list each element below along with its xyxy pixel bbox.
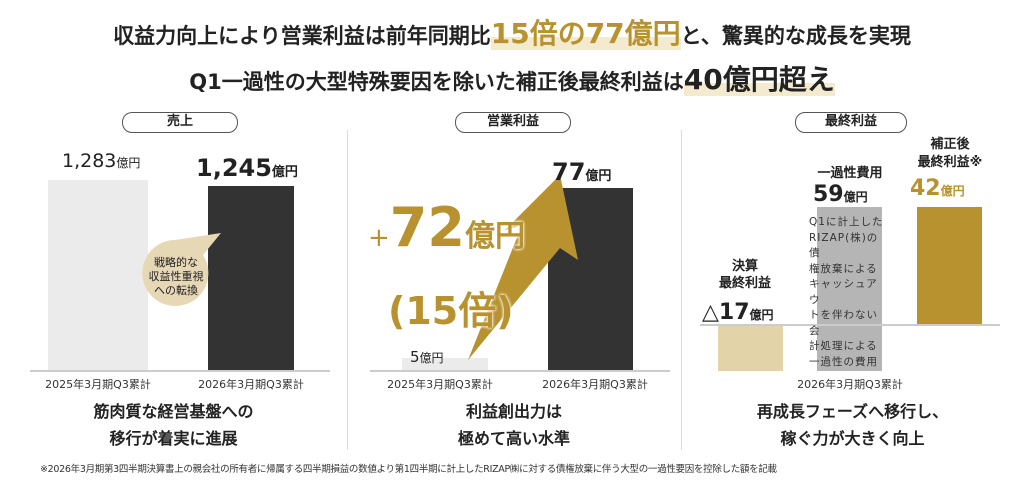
value-label-net-adjusted: 42億円 [910, 176, 965, 201]
x-axis [30, 370, 330, 372]
value-label-net-reported: △17億円 [702, 300, 774, 325]
value-label-sales-2025: 1,283億円 [62, 150, 141, 172]
x-tick-label: 2026年3月期Q3累計 [797, 378, 903, 391]
divider [681, 130, 682, 450]
value-label-op-2026: 77億円 [552, 158, 612, 186]
x-axis [700, 324, 1000, 326]
bar-one-time-cost [817, 207, 882, 372]
op-profit-title: 営業利益 [455, 112, 571, 133]
bar-net-reported [718, 324, 783, 372]
increase-annotation: +72億円 [368, 196, 525, 259]
multiple-annotation: (15倍) [388, 289, 514, 333]
x-axis [370, 370, 670, 372]
value-label-op-2025: 5億円 [410, 348, 444, 366]
net-profit-caption: 再成長フェーズへ移行し、 稼ぐ力が大きく向上 [756, 402, 949, 448]
sales-caption: 筋肉質な経営基盤への 移行が着実に進展 [93, 402, 254, 448]
x-tick-label: 2026年3月期Q3累計 [542, 378, 648, 391]
value-label-sales-2026: 1,245億円 [196, 154, 298, 182]
net-profit-title: 最終利益 [795, 112, 907, 133]
label-one-time-cost: 一過性費用 [817, 166, 883, 181]
bar-op-2025 [402, 358, 488, 370]
headline-line2: Q1一過性の大型特殊要因を除いた補正後最終利益は40億円超え [0, 58, 1024, 98]
label-net-adjusted: 補正後 最終利益※ [917, 137, 983, 170]
headline-text: Q1一過性の大型特殊要因を除いた補正後最終利益は [189, 70, 684, 94]
bar-sales-2026 [208, 185, 294, 370]
headline-text: と、驚異的な成長を実現 [680, 24, 911, 48]
headline-line1: 収益力向上により営業利益は前年同期比15倍の77億円と、驚異的な成長を実現 [0, 12, 1024, 52]
headline-highlight: 40億円超え [683, 63, 835, 96]
x-tick-label: 2025年3月期Q3累計 [387, 378, 493, 391]
callout-text: 戦略的な 収益性重視 への転換 [148, 256, 204, 297]
headline-highlight: 15倍の77億円 [490, 17, 681, 50]
divider [347, 130, 348, 450]
bar-net-adjusted [917, 207, 982, 324]
bar-sales-2025 [48, 180, 148, 370]
x-tick-label: 2025年3月期Q3累計 [45, 378, 151, 391]
value-label-one-time-cost: 59億円 [813, 182, 868, 207]
headline-text: 収益力向上により営業利益は前年同期比 [113, 24, 491, 48]
growth-arrow [468, 175, 578, 360]
footnote: ※2026年3月期第3四半期決算書上の親会社の所有者に帰属する四半期損益の数値よ… [40, 464, 777, 475]
op-profit-caption: 利益創出力は 極めて高い水準 [457, 402, 570, 448]
callout-bubble [142, 233, 221, 306]
label-net-reported: 決算 最終利益 [718, 259, 771, 291]
sales-title: 売上 [122, 112, 238, 133]
one-time-cost-note: Q1に計上した RIZAP(株)の債 権放棄による キャッシュアウ トを伴わない会 計処理… [809, 216, 884, 368]
x-tick-label: 2026年3月期Q3累計 [198, 378, 304, 391]
